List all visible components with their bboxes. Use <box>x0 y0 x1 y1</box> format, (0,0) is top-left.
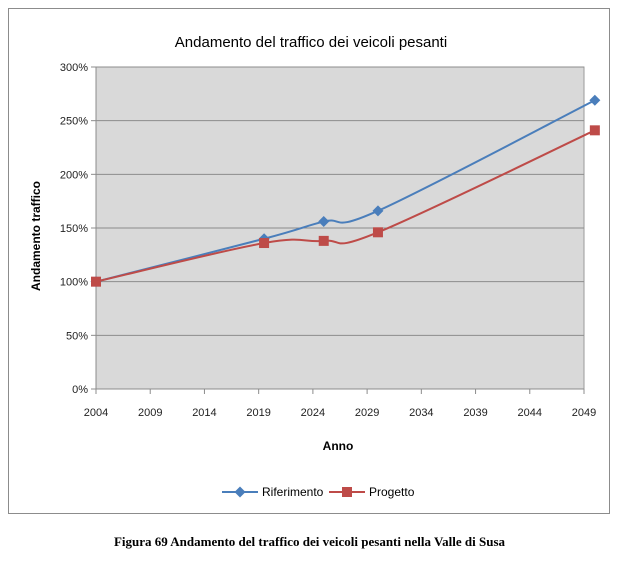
x-tick-label: 2044 <box>518 407 542 419</box>
y-tick-label: 50% <box>66 330 88 342</box>
chart-title: Andamento del traffico dei veicoli pesan… <box>175 34 447 51</box>
y-tick-label: 250% <box>60 116 88 128</box>
chart-legend: Riferimento Progetto <box>222 485 415 499</box>
legend-label: Riferimento <box>262 485 324 499</box>
y-tick-label: 100% <box>60 277 88 289</box>
x-tick-label: 2029 <box>355 407 379 419</box>
legend-label: Progetto <box>369 485 415 499</box>
y-axis-label: Andamento traffico <box>29 181 43 291</box>
x-axis-label: Anno <box>323 439 354 453</box>
data-point <box>589 125 600 136</box>
x-tick-label: 2049 <box>572 407 596 419</box>
y-tick-label: 150% <box>60 223 88 235</box>
line-chart: Andamento del traffico dei veicoli pesan… <box>29 34 601 499</box>
legend-marker <box>234 486 246 498</box>
chart-frame: Andamento del traffico dei veicoli pesan… <box>8 8 610 514</box>
x-tick-label: 2034 <box>409 407 433 419</box>
x-tick-label: 2024 <box>301 407 325 419</box>
x-tick-label: 2014 <box>192 407 216 419</box>
data-point <box>91 276 101 287</box>
data-point <box>589 94 601 106</box>
figure-caption: Figura 69 Andamento del traffico dei vei… <box>113 534 506 549</box>
data-point <box>372 227 383 238</box>
data-point <box>318 235 329 246</box>
plot-area: 0% 50% 100% 150% 200% 250% 300% 2004 2009 2014 201… <box>60 62 601 419</box>
data-point <box>318 216 330 228</box>
x-tick-label: 2004 <box>84 407 108 419</box>
y-tick-label: 300% <box>60 62 88 74</box>
y-tick-label: 0% <box>72 384 88 396</box>
data-point <box>372 205 384 217</box>
x-tick-label: 2039 <box>463 407 487 419</box>
data-point <box>259 238 270 249</box>
x-tick-label: 2019 <box>246 407 270 419</box>
y-tick-label: 200% <box>60 169 88 181</box>
x-tick-label: 2009 <box>138 407 162 419</box>
legend-marker <box>342 487 352 497</box>
